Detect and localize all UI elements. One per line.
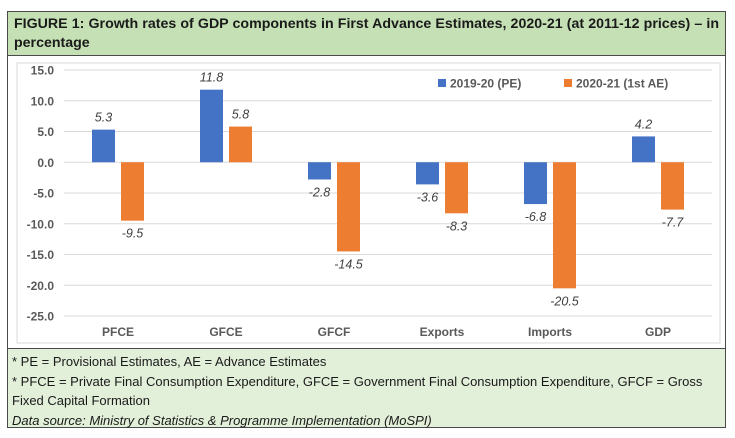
data-label: 5.3 [95,111,112,125]
bar-series2-gdp [661,162,684,210]
data-label: 5.8 [232,108,249,122]
bar-series1-gdp [632,136,655,163]
bar-series1-pfce [92,129,115,163]
data-label: -3.6 [417,190,439,204]
x-tick-label: Imports [528,325,572,339]
data-label: -8.3 [446,219,468,233]
bar-series2-pfce [121,162,144,221]
y-axis-ticks: 15.0 10.0 5.0 0.0 -5.0 -10.0 -15.0 -20.0 -25.0 [27,64,55,324]
legend-swatch [564,79,572,87]
data-label: -20.5 [550,294,579,308]
x-tick-label: GDP [645,325,671,339]
footnotes: * PE = Provisional Estimates, AE = Advan… [8,348,725,428]
data-source: Data source: Ministry of Statistics & Pr… [12,412,432,428]
legend-label: 2019-20 (PE) [450,77,521,91]
bar-series1-exports [416,162,439,185]
y-tick-label: -20.0 [27,279,55,293]
x-tick-label: PFCE [102,325,134,339]
data-label: -7.7 [662,216,685,230]
bar-series1-gfce [200,89,223,163]
y-tick-label: 0.0 [37,156,54,170]
chart-area: 15.0 10.0 5.0 0.0 -5.0 -10.0 -15.0 -20.0 -25.0 5… [8,56,725,348]
bar-series1-imports [524,162,547,205]
y-tick-label: -25.0 [27,310,55,324]
data-label: 4.2 [635,117,652,131]
y-tick-label: 5.0 [37,125,54,139]
footnote-abbrev-estimates: * PE = Provisional Estimates, AE = Advan… [12,354,327,369]
gridlines [64,69,712,317]
bar-series2-gfce [229,126,252,163]
legend-swatch [438,79,446,87]
bar-series1-gfcf [308,162,331,180]
x-axis-ticks: PFCE GFCE GFCF Exports Imports GDP [102,325,671,339]
y-tick-label: -5.0 [33,187,54,201]
data-label: -14.5 [334,257,363,271]
footnote-abbrev-components: * PFCE = Private Final Consumption Expen… [12,373,703,409]
bar-series2-gfcf [337,162,360,252]
y-tick-label: 10.0 [31,94,55,108]
x-tick-label: GFCF [318,325,351,339]
y-tick-label: 15.0 [31,64,55,78]
data-labels: 5.3 11.8 -2.8 -3.6 -6.8 4.2 -9.5 5.8 -14.5 -8.3 -2… [95,71,685,309]
data-label: -6.8 [525,210,547,224]
data-label: -2.8 [309,185,331,199]
bar-series2-exports [445,162,468,214]
x-tick-label: Exports [420,325,465,339]
x-tick-label: GFCE [209,325,242,339]
bar-chart: 15.0 10.0 5.0 0.0 -5.0 -10.0 -15.0 -20.0 -25.0 5… [16,62,721,344]
y-tick-label: -10.0 [27,217,55,231]
bar-series2-imports [553,162,576,289]
legend: 2019-20 (PE) 2020-21 (1st AE) [438,77,668,91]
y-tick-label: -15.0 [27,248,55,262]
data-label: -9.5 [122,227,144,241]
data-label: 11.8 [200,71,223,85]
figure-title: FIGURE 1: Growth rates of GDP components… [8,12,725,56]
bars [92,89,684,289]
legend-label: 2020-21 (1st AE) [576,77,668,91]
figure-frame: FIGURE 1: Growth rates of GDP components… [7,11,726,428]
